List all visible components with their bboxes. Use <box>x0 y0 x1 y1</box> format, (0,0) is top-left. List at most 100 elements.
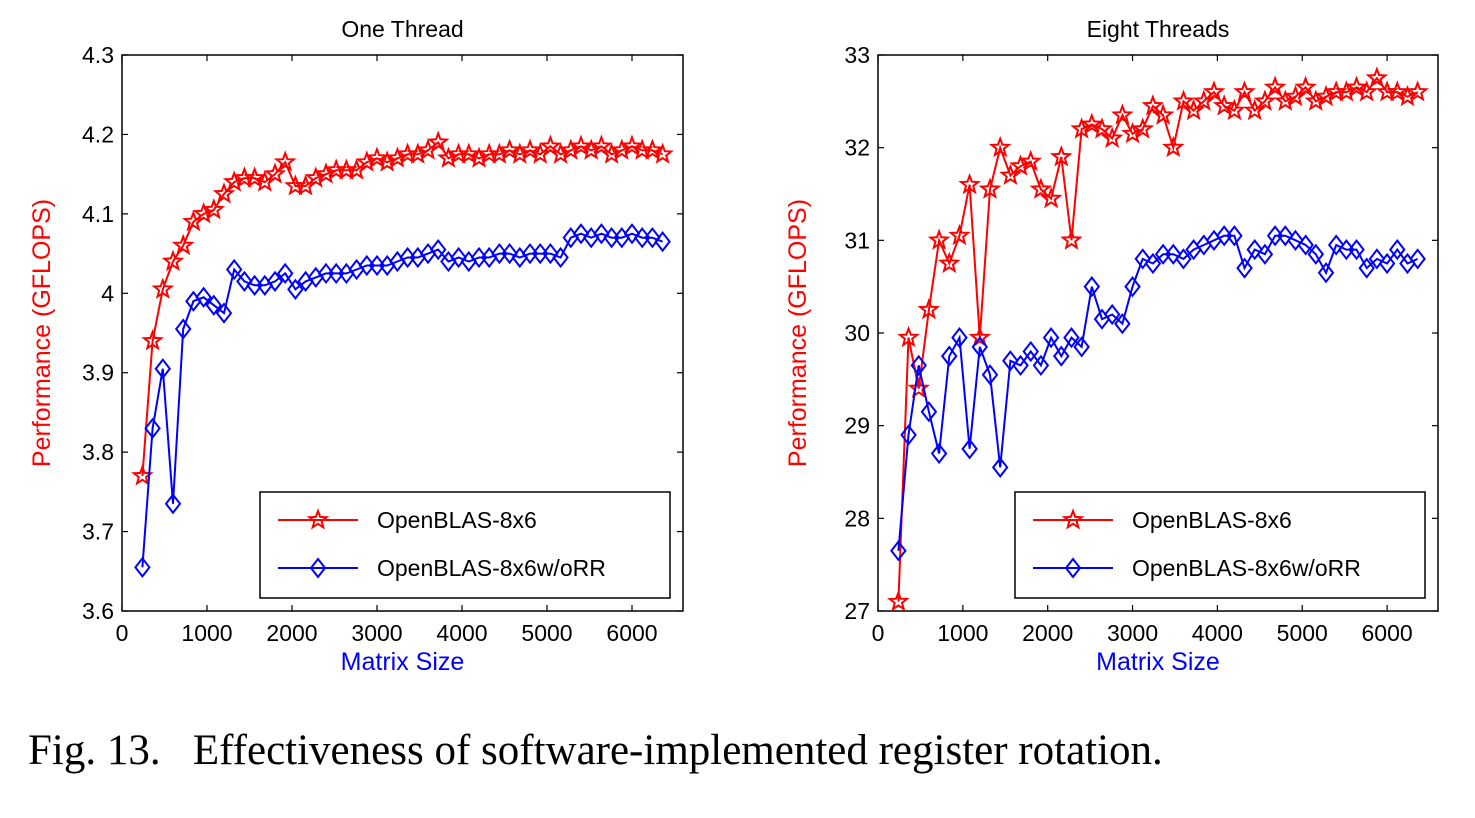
data-point <box>174 318 192 340</box>
data-point <box>654 231 671 253</box>
data-point <box>971 336 989 358</box>
y-tick-label: 30 <box>844 320 870 346</box>
data-point <box>1345 75 1368 98</box>
data-point <box>1358 257 1375 279</box>
y-axis-label: Performance (GFLOPS) <box>28 199 56 467</box>
data-point <box>1297 234 1314 256</box>
data-point <box>1124 276 1141 298</box>
data-point <box>1151 103 1175 125</box>
data-point <box>890 540 907 562</box>
chart-title: One Thread <box>341 16 463 42</box>
data-point <box>539 134 562 156</box>
series-1 <box>131 130 674 486</box>
data-point <box>1002 350 1019 372</box>
data-point <box>941 345 958 367</box>
data-point <box>1355 80 1379 102</box>
data-point <box>930 442 948 465</box>
data-point <box>1060 228 1083 250</box>
star-marker-icon <box>1061 508 1085 530</box>
data-point <box>276 262 294 285</box>
data-point <box>1053 345 1070 367</box>
x-tick-label: 0 <box>872 620 885 646</box>
figure-caption: Fig. 13. Effectiveness of software-imple… <box>28 727 1163 774</box>
x-tick-label: 6000 <box>606 620 657 646</box>
data-point <box>205 294 223 316</box>
data-point <box>1409 248 1426 270</box>
y-tick-label: 4 <box>101 280 114 306</box>
data-point <box>1327 234 1345 256</box>
data-point <box>927 228 951 250</box>
y-tick-label: 3.7 <box>82 519 114 545</box>
data-point <box>202 198 226 220</box>
y-tick-label: 4.1 <box>82 201 114 227</box>
data-point <box>623 223 641 245</box>
data-point <box>1385 80 1409 102</box>
data-point <box>1389 238 1406 261</box>
data-point <box>429 238 447 261</box>
x-tick-label: 0 <box>116 620 129 646</box>
chart-panel-2: 0 1000 2000 3000 4000 5000 6000 27 28 29 30 31 32 33 E… <box>784 16 1439 676</box>
data-point <box>644 227 661 249</box>
data-point <box>164 493 182 515</box>
data-point <box>243 166 266 188</box>
series-line <box>897 234 1419 551</box>
data-point <box>978 177 1002 199</box>
y-axis-label: Performance (GFLOPS) <box>784 199 812 467</box>
data-point <box>1307 243 1325 265</box>
data-point <box>1348 238 1365 261</box>
data-point <box>1039 186 1063 209</box>
y-tick-label: 27 <box>844 598 870 624</box>
data-point <box>518 138 542 160</box>
y-tick-label: 4.3 <box>82 42 114 68</box>
data-point <box>948 223 971 246</box>
data-point <box>1378 252 1396 275</box>
data-point <box>236 270 253 293</box>
legend-box <box>1014 491 1426 599</box>
data-point <box>951 327 968 349</box>
plot-area-frame <box>121 54 684 612</box>
data-point <box>1277 225 1294 247</box>
data-point <box>1368 248 1386 270</box>
data-point <box>1134 248 1151 270</box>
data-point <box>1161 135 1185 158</box>
data-point <box>920 401 938 423</box>
data-point <box>1202 80 1226 102</box>
data-point <box>1253 89 1277 111</box>
data-point <box>641 138 664 160</box>
data-point <box>154 358 172 380</box>
x-tick-label: 5000 <box>1277 620 1328 646</box>
data-point <box>1165 243 1182 265</box>
data-point <box>195 286 212 308</box>
data-point <box>590 134 613 156</box>
data-point <box>1406 80 1429 102</box>
data-point <box>593 223 610 245</box>
data-point <box>212 182 236 204</box>
data-point <box>981 364 999 386</box>
x-tick-label: 3000 <box>351 620 402 646</box>
data-point <box>1172 89 1195 111</box>
data-point <box>1236 257 1253 279</box>
figure-charts: 0 1000 2000 3000 4000 5000 6000 3.6 3.7 3.8 3.9 4 4.… <box>28 16 1439 676</box>
data-point <box>171 233 195 256</box>
data-point <box>1083 276 1101 298</box>
data-point <box>225 258 243 281</box>
data-point <box>273 150 297 172</box>
data-point <box>910 354 927 377</box>
data-point <box>552 246 569 269</box>
series-2 <box>134 223 671 578</box>
x-tick-label: 4000 <box>436 620 487 646</box>
data-point <box>141 328 164 351</box>
data-point <box>907 376 930 399</box>
chart-title: Eight Threads <box>1087 16 1230 42</box>
data-point <box>1012 354 1029 377</box>
data-point <box>1223 98 1246 121</box>
data-point <box>897 325 920 348</box>
data-point <box>1019 149 1043 172</box>
legend-label: OpenBLAS-8x6 <box>377 507 537 533</box>
data-point <box>1263 75 1287 98</box>
x-tick-label: 1000 <box>181 620 232 646</box>
data-point <box>1063 327 1080 349</box>
chart-panel-1: 0 1000 2000 3000 4000 5000 6000 3.6 3.7 3.8 3.9 4 4.… <box>28 16 684 676</box>
data-point <box>1114 313 1131 335</box>
data-point <box>365 146 389 168</box>
